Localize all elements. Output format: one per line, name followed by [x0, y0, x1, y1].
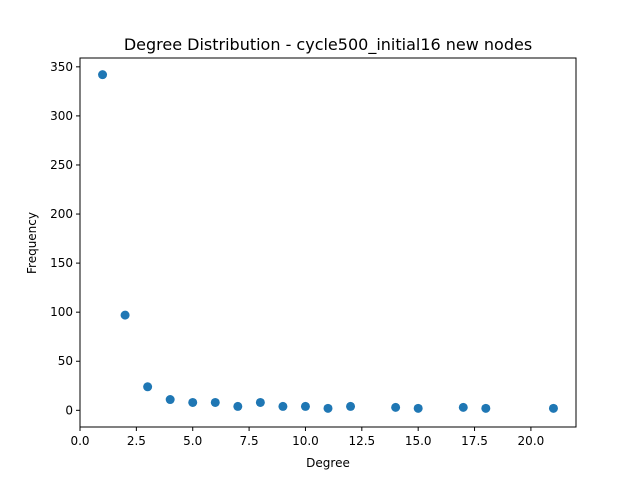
x-tick-label: 15.0 — [405, 434, 432, 448]
y-tick-label: 350 — [50, 60, 73, 74]
data-point — [548, 403, 558, 413]
y-axis: 0 50 100 150 200 250 300 350 — [50, 60, 80, 417]
x-tick-label: 10.0 — [292, 434, 319, 448]
x-axis: 0.0 2.5 5.0 7.5 10.0 12.5 15.0 17.5 20.0 — [70, 427, 544, 448]
data-point — [346, 401, 356, 411]
x-tick-label: 17.5 — [461, 434, 488, 448]
data-points — [98, 70, 558, 413]
data-point — [458, 402, 468, 412]
y-tick-label: 250 — [50, 158, 73, 172]
data-point — [233, 401, 243, 411]
y-tick-label: 150 — [50, 256, 73, 270]
data-point — [323, 403, 333, 413]
data-point — [481, 403, 491, 413]
x-tick-label: 0.0 — [70, 434, 89, 448]
data-point — [413, 403, 423, 413]
y-tick-label: 0 — [65, 403, 73, 417]
data-point — [143, 382, 153, 392]
data-point — [278, 401, 288, 411]
data-point — [210, 397, 220, 407]
data-point — [120, 310, 130, 320]
x-tick-label: 7.5 — [240, 434, 259, 448]
y-tick-label: 100 — [50, 305, 73, 319]
data-point — [391, 402, 401, 412]
y-tick-label: 50 — [58, 354, 73, 368]
plot-area — [79, 57, 577, 428]
data-point — [188, 397, 198, 407]
x-tick-label: 2.5 — [127, 434, 146, 448]
x-tick-label: 12.5 — [348, 434, 375, 448]
x-axis-label: Degree — [306, 456, 350, 470]
x-tick-label: 5.0 — [183, 434, 202, 448]
data-point — [98, 70, 108, 80]
y-tick-label: 200 — [50, 207, 73, 221]
y-axis-label: Frequency — [25, 212, 39, 274]
x-tick-label: 20.0 — [518, 434, 545, 448]
y-tick-label: 300 — [50, 109, 73, 123]
plot-frame — [79, 57, 577, 428]
data-point — [165, 395, 175, 405]
data-point — [300, 401, 310, 411]
data-point — [255, 397, 265, 407]
chart-title: Degree Distribution - cycle500_initial16… — [124, 35, 532, 55]
